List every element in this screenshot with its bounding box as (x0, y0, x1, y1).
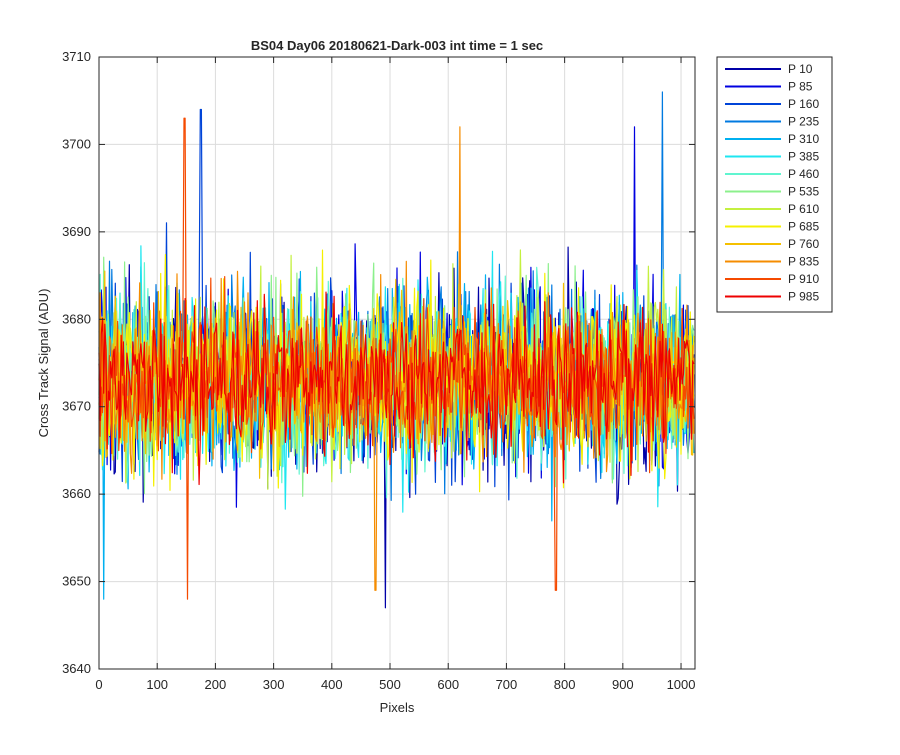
y-tick-label: 3670 (62, 399, 91, 414)
x-tick-label: 200 (205, 677, 227, 692)
legend-entry: P 535 (788, 185, 819, 199)
y-tick-label: 3660 (62, 486, 91, 501)
y-tick-label: 3640 (62, 661, 91, 676)
legend-entry: P 685 (788, 220, 819, 234)
legend-entry: P 85 (788, 80, 813, 94)
x-tick-label: 1000 (667, 677, 696, 692)
legend-entry: P 10 (788, 62, 813, 76)
legend-entry: P 910 (788, 272, 819, 286)
x-tick-label: 100 (146, 677, 168, 692)
legend: P 10 P 85 P 160 P 235 P 310 P 385 P 460 P 535 P … (716, 56, 833, 313)
x-tick-label: 300 (263, 677, 285, 692)
legend-entry: P 235 (788, 115, 819, 129)
y-tick-label: 3650 (62, 574, 91, 589)
x-tick-label: 700 (496, 677, 518, 692)
x-tick-label: 400 (321, 677, 343, 692)
legend-box (716, 56, 833, 313)
x-tick-label: 900 (612, 677, 634, 692)
legend-entry: P 610 (788, 202, 819, 216)
chart-title: BS04 Day06 20180621-Dark-003 int time = … (251, 38, 543, 53)
legend-entry: P 835 (788, 255, 819, 269)
legend-entry: P 310 (788, 132, 819, 146)
y-tick-label: 3680 (62, 311, 91, 326)
x-tick-label: 800 (554, 677, 576, 692)
series-line-p985 (98, 291, 695, 486)
x-tick-label: 600 (437, 677, 459, 692)
y-tick-label: 3710 (62, 49, 91, 64)
legend-entry: P 460 (788, 167, 819, 181)
plot-frame (98, 56, 696, 670)
legend-entry: P 985 (788, 290, 819, 304)
x-axis-label: Pixels (380, 700, 415, 715)
legend-entry: P 760 (788, 237, 819, 251)
y-tick-label: 3690 (62, 224, 91, 239)
legend-entry: P 385 (788, 150, 819, 164)
y-tick-label: 3700 (62, 136, 91, 151)
y-axis-label: Cross Track Signal (ADU) (36, 289, 51, 438)
x-tick-label: 0 (95, 677, 102, 692)
axis-ticks: 0 100 200 300 400 500 600 700 800 900 1000 3640 3650… (62, 49, 695, 692)
series-layer (98, 91, 695, 609)
legend-entry: P 160 (788, 97, 819, 111)
x-tick-label: 500 (379, 677, 401, 692)
